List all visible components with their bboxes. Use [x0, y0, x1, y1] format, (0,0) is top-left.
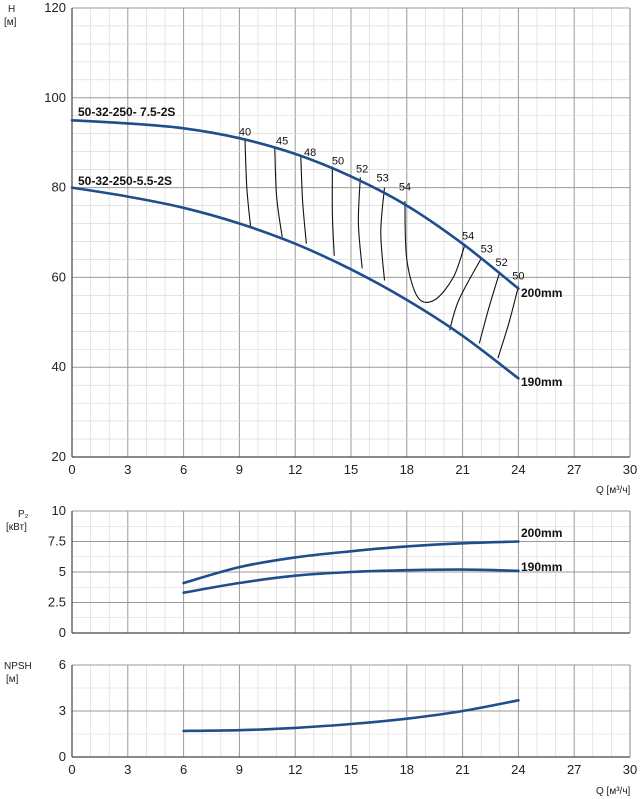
efficiency-label: 52 — [496, 257, 508, 269]
head-xtick-label: 6 — [180, 462, 187, 477]
power-ytick-label: 10 — [52, 503, 66, 518]
head-grid — [71, 7, 631, 458]
efficiency-label: 54 — [399, 181, 411, 193]
npsh-xtick-label: 3 — [124, 762, 131, 777]
head-xtick-label: 30 — [623, 462, 637, 477]
head-xlabel: Q [м³/ч] — [596, 485, 631, 496]
head-series-label-190: 190mm — [521, 375, 562, 389]
head-ytick-label: 40 — [52, 359, 66, 374]
iso-efficiency-line — [331, 166, 335, 256]
power-grid — [71, 510, 631, 634]
head-panel: H [м] Q [м³/ч] 50-32-250- 7.5-2S 50-32-2… — [4, 0, 637, 496]
head-ylabel: H — [8, 4, 15, 15]
iso-efficiency-line — [300, 155, 307, 244]
npsh-xtick-label: 0 — [68, 762, 75, 777]
power-series-line-2 — [182, 568, 520, 594]
efficiency-label: 40 — [239, 127, 251, 139]
head-xtick-label: 21 — [455, 462, 469, 477]
power-panel: P₂ [кВт] 200mm 190mm 0 2.5 5 7.5 10 — [6, 503, 631, 640]
npsh-ytick-label: 6 — [59, 657, 66, 672]
iso-efficiency-line — [497, 286, 519, 359]
power-ytick-label: 7.5 — [48, 534, 66, 549]
iso-efficiency-line — [404, 201, 466, 304]
npsh-xtick-label: 30 — [623, 762, 637, 777]
head-xtick-label: 24 — [511, 462, 525, 477]
efficiency-label: 50 — [512, 271, 524, 283]
head-xtick-label: 12 — [288, 462, 302, 477]
model-label-bottom: 50-32-250-5.5-2S — [78, 174, 172, 188]
iso-efficiency-line — [478, 271, 501, 344]
iso-efficiency-line — [244, 139, 252, 227]
npsh-marks — [182, 699, 520, 733]
power-ylabel: P₂ — [18, 509, 29, 520]
efficiency-label: 53 — [376, 172, 388, 184]
npsh-ticks: 0 3 6 0 3 6 9 12 15 18 21 24 27 30 — [59, 657, 637, 777]
npsh-panel: NPSH [м] Q [м³/ч] 0 3 6 0 3 6 9 12 15 18 21 24 27 30 — [4, 657, 637, 797]
npsh-xtick-label: 18 — [400, 762, 414, 777]
head-ytick-label: 100 — [44, 90, 66, 105]
power-ticks: 0 2.5 5 7.5 10 — [48, 503, 66, 640]
npsh-grid — [71, 664, 631, 758]
head-series-line-1 — [70, 119, 520, 290]
power-ytick-label: 5 — [59, 564, 66, 579]
power-series-line-1 — [182, 540, 520, 585]
npsh-xtick-label: 24 — [511, 762, 525, 777]
head-yunit: [м] — [4, 17, 17, 28]
head-xtick-label: 18 — [400, 462, 414, 477]
efficiency-label: 50 — [332, 155, 344, 167]
npsh-xtick-label: 6 — [180, 762, 187, 777]
efficiency-label: 48 — [304, 147, 316, 159]
head-ytick-label: 120 — [44, 0, 66, 15]
efficiency-label: 45 — [276, 136, 288, 148]
npsh-yunit: [м] — [6, 674, 19, 685]
efficiency-label: 53 — [481, 243, 493, 255]
efficiency-label: 52 — [356, 163, 368, 175]
head-xtick-label: 0 — [68, 462, 75, 477]
iso-efficiency-line — [274, 147, 283, 238]
power-yunit: [кВт] — [6, 522, 27, 533]
npsh-xtick-label: 12 — [288, 762, 302, 777]
iso-efficiency-line — [380, 187, 386, 281]
model-label-top: 50-32-250- 7.5-2S — [78, 105, 175, 119]
head-ytick-label: 20 — [52, 449, 66, 464]
head-xtick-label: 9 — [236, 462, 243, 477]
head-series-line-2 — [70, 186, 520, 380]
power-marks — [182, 540, 520, 594]
power-series-label-200: 200mm — [521, 526, 562, 540]
npsh-ylabel: NPSH — [4, 661, 32, 672]
power-series-label-190: 190mm — [521, 560, 562, 574]
head-xtick-label: 3 — [124, 462, 131, 477]
head-xtick-label: 27 — [567, 462, 581, 477]
head-ytick-label: 60 — [52, 269, 66, 284]
power-ytick-label: 0 — [59, 625, 66, 640]
iso-efficiency-line — [357, 177, 363, 269]
npsh-xtick-label: 21 — [455, 762, 469, 777]
power-ytick-label: 2.5 — [48, 595, 66, 610]
head-ytick-label: 80 — [52, 180, 66, 195]
iso-efficiency-line — [449, 258, 482, 331]
npsh-xtick-label: 27 — [567, 762, 581, 777]
npsh-series-line-1 — [182, 699, 520, 733]
efficiency-label: 54 — [462, 230, 474, 242]
head-series-label-200: 200mm — [521, 286, 562, 300]
npsh-ytick-label: 0 — [59, 749, 66, 764]
head-xtick-label: 15 — [344, 462, 358, 477]
npsh-xtick-label: 9 — [236, 762, 243, 777]
npsh-xlabel: Q [м³/ч] — [596, 786, 631, 797]
head-ticks: 20 40 60 80 100 120 0 3 6 9 12 15 18 21 24 27 30 — [44, 0, 637, 477]
npsh-xtick-label: 15 — [344, 762, 358, 777]
npsh-ytick-label: 3 — [59, 703, 66, 718]
